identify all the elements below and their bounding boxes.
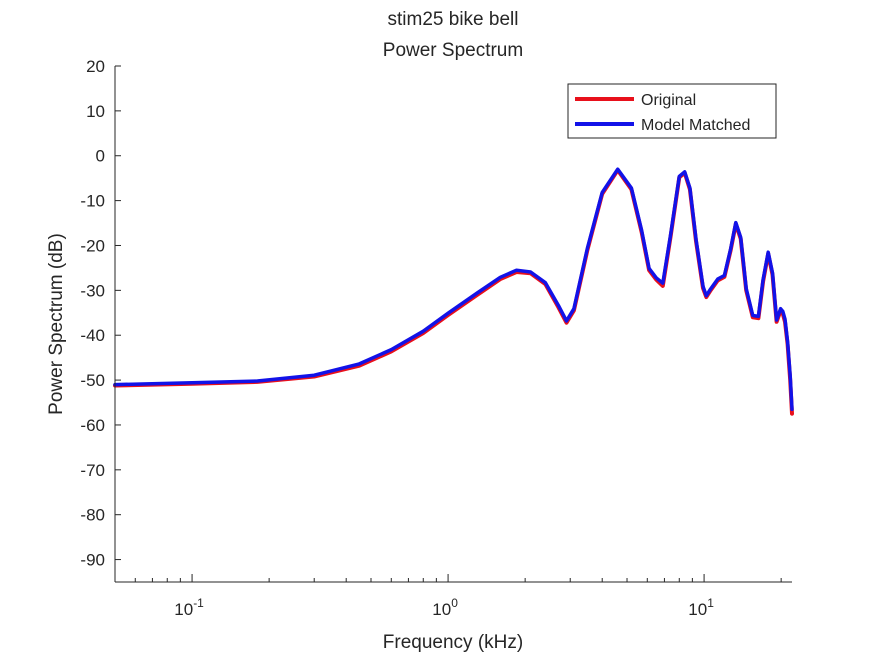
chart-title: stim25 bike bell <box>388 9 519 30</box>
y-tick-label: 10 <box>86 102 105 121</box>
x-tick-label: 101 <box>688 596 714 619</box>
x-tick-label: 10-1 <box>174 596 204 619</box>
legend-label-model-matched: Model Matched <box>641 117 750 134</box>
legend-box <box>567 83 777 139</box>
chart-subtitle: Power Spectrum <box>383 40 523 61</box>
y-tick-label: -40 <box>80 326 105 345</box>
y-tick-label: 20 <box>86 57 105 76</box>
y-tick-label: -70 <box>80 461 105 480</box>
y-axis-label: Power Spectrum (dB) <box>46 233 67 415</box>
series-line-model-matched <box>113 167 794 412</box>
y-tick-label: -90 <box>80 551 105 570</box>
y-tick-label: -50 <box>80 371 105 390</box>
series-lines <box>113 167 794 416</box>
y-tick-label: 0 <box>96 147 105 166</box>
plot-background <box>115 66 792 582</box>
x-tick-label: 100 <box>432 596 458 619</box>
y-tick-label: -30 <box>80 281 105 300</box>
y-tick-label: -60 <box>80 416 105 435</box>
y-tick-label: -20 <box>80 236 105 255</box>
y-tick-label: -10 <box>80 192 105 211</box>
legend: Original Model Matched <box>567 83 777 139</box>
y-tick-label: -80 <box>80 506 105 525</box>
legend-label-original: Original <box>641 92 696 109</box>
x-axis-label: Frequency (kHz) <box>383 632 523 653</box>
